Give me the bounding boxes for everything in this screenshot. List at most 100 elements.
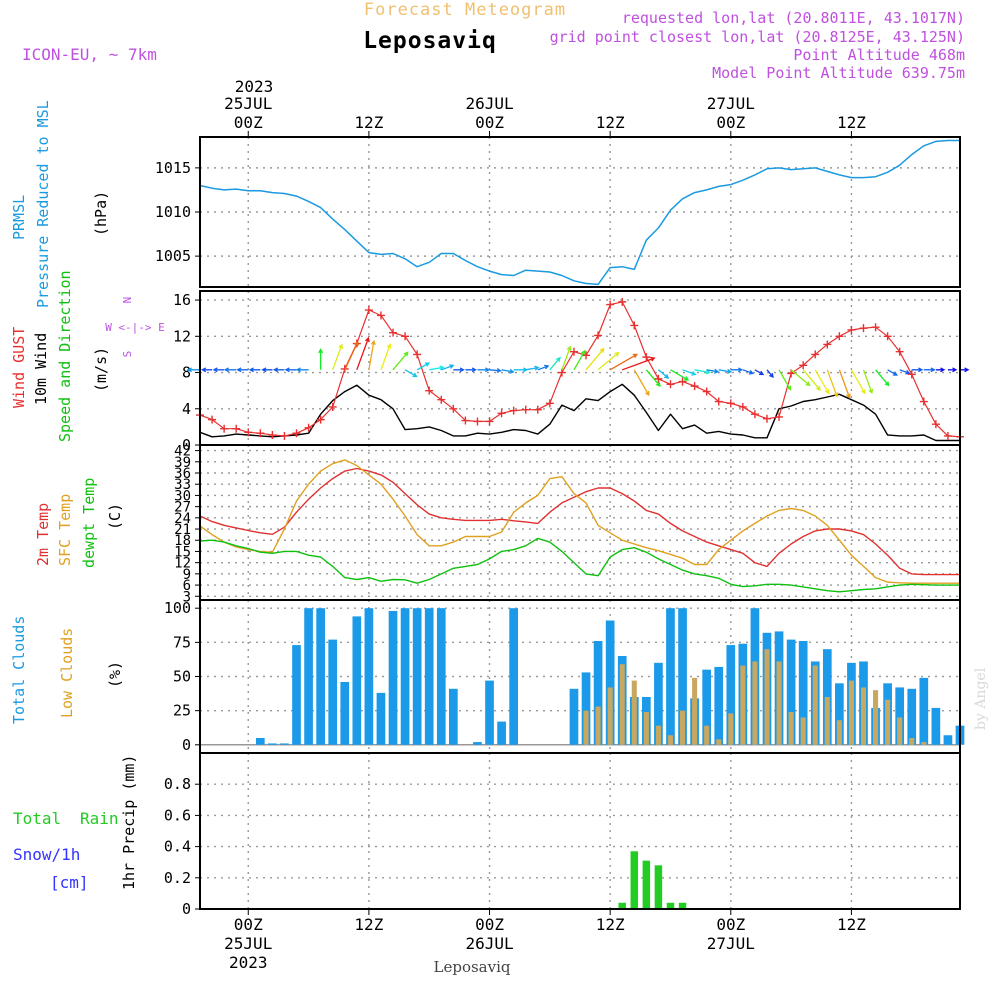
- total-cloud-bar: [593, 640, 603, 745]
- total-cloud-bar: [328, 639, 338, 745]
- gust-marker: [895, 347, 904, 356]
- gust-label: Wind GUST: [10, 327, 28, 408]
- wind-arrow: [670, 369, 690, 381]
- gust-marker: [618, 297, 627, 306]
- low-cloud-bar: [655, 725, 661, 745]
- bottom-time-label: 2023: [229, 953, 268, 972]
- cloud-panel: 0 25 50 75 100: [164, 599, 965, 754]
- gust-marker: [835, 332, 844, 341]
- gust-marker: [811, 350, 820, 359]
- ms-label: (m/s): [92, 347, 110, 392]
- hpa-label: (hPa): [92, 191, 110, 236]
- top-time-label: 25JUL: [224, 94, 272, 113]
- gust-marker: [630, 321, 639, 330]
- gust-marker: [521, 405, 530, 414]
- product-title: Forecast Meteogram: [364, 0, 566, 20]
- ytick-label: 15: [174, 544, 191, 560]
- gust-marker: [364, 306, 373, 315]
- grid-lonlat: grid point closest lon,lat (20.8125E, 43…: [550, 28, 965, 46]
- temp2m-line: [199, 467, 960, 576]
- compass-n: N: [121, 297, 134, 304]
- compass-s: S: [121, 351, 134, 358]
- gust-marker: [594, 331, 603, 340]
- wind-arrow: [742, 369, 755, 375]
- wind-arrow: [657, 369, 670, 379]
- pressure-panel: 1005 1010 1015: [155, 137, 960, 287]
- wind-arrow: [802, 369, 821, 391]
- wind-arrow: [573, 349, 586, 371]
- wind-arrow: [947, 367, 958, 373]
- panel-frame: [199, 290, 961, 446]
- wind-arrow: [754, 369, 765, 376]
- precip-axis-label: 1hr Precip (mm): [120, 755, 138, 890]
- ytick-label: 0: [182, 436, 191, 454]
- total-cloud-bar: [448, 688, 458, 745]
- wind-arrow: [911, 367, 924, 373]
- wind-arrow: [344, 340, 359, 371]
- low-cloud-bar: [704, 725, 710, 745]
- gust-marker: [750, 410, 759, 419]
- wind-arrow: [850, 369, 866, 395]
- top-time-label: 00Z: [234, 113, 263, 132]
- total-rain-label: Total: [13, 809, 61, 828]
- ytick-label: 33: [174, 477, 191, 493]
- gust-marker: [690, 382, 699, 391]
- gust-marker: [871, 323, 880, 332]
- wind-arrow: [862, 369, 874, 395]
- total-cloud-bar: [364, 608, 374, 745]
- ytick-label: 24: [174, 511, 191, 527]
- low-cloud-bar: [800, 717, 806, 745]
- gust-marker: [304, 423, 313, 432]
- gust-marker: [666, 380, 675, 389]
- ytick-label: 1005: [155, 247, 191, 265]
- gust-marker: [280, 431, 289, 440]
- requested-lonlat: requested lon,lat (20.8011E, 43.1017N): [622, 9, 965, 27]
- ytick-label: 27: [174, 500, 191, 516]
- gust-marker: [726, 399, 735, 408]
- low-cloud-bar: [619, 664, 625, 745]
- wind-arrow: [236, 367, 249, 373]
- total-cloud-bar: [388, 610, 398, 745]
- ytick-label: 1010: [155, 203, 191, 221]
- gust-marker: [244, 428, 253, 437]
- gust-marker: [328, 402, 337, 411]
- wind-arrow: [489, 368, 502, 373]
- total-cloud-bar: [473, 742, 482, 745]
- wind-arrow: [706, 368, 720, 374]
- location-title: Leposaviq: [363, 28, 497, 54]
- gust-marker: [654, 374, 663, 383]
- wind10-line: [199, 383, 960, 442]
- wind10-label: 10m Wind: [32, 333, 50, 405]
- wind-arrow: [356, 336, 370, 371]
- ytick-label: 9: [183, 567, 191, 583]
- bottom-time-label: 25JUL: [224, 934, 272, 953]
- gust-marker: [268, 431, 277, 440]
- wind-arrow: [453, 367, 465, 373]
- wind-arrow: [875, 369, 890, 387]
- wind-arrow: [609, 353, 638, 371]
- ytick-label: 0: [182, 900, 191, 918]
- watermark: by Angel: [973, 667, 989, 730]
- gust-marker: [461, 416, 470, 425]
- gust-marker: [606, 300, 615, 309]
- gust-marker: [823, 340, 832, 349]
- low-cloud-bar: [860, 687, 867, 745]
- gust-marker: [799, 361, 808, 370]
- celsius-label: (C): [106, 503, 124, 530]
- total-cloud-bar: [424, 608, 434, 745]
- wind-arrow: [730, 367, 744, 373]
- top-time-label: 12Z: [837, 113, 866, 132]
- gust-marker: [208, 415, 217, 424]
- wind-arrow: [621, 356, 656, 371]
- bottom-time-label: 00Z: [716, 915, 745, 934]
- gust-marker: [316, 415, 325, 424]
- prmsl-label: PRMSL: [10, 195, 28, 240]
- ytick-label: 4: [182, 400, 191, 418]
- total-cloud-bar: [786, 639, 796, 745]
- total-cloud-bar: [907, 688, 917, 745]
- wind-arrow: [814, 369, 830, 395]
- panel-frame: [199, 752, 961, 910]
- footer-location: Leposaviq: [434, 958, 511, 976]
- total-cloud-bar: [605, 620, 615, 745]
- wind-labels: Wind GUST 10m Wind Speed and Direction (…: [10, 270, 165, 442]
